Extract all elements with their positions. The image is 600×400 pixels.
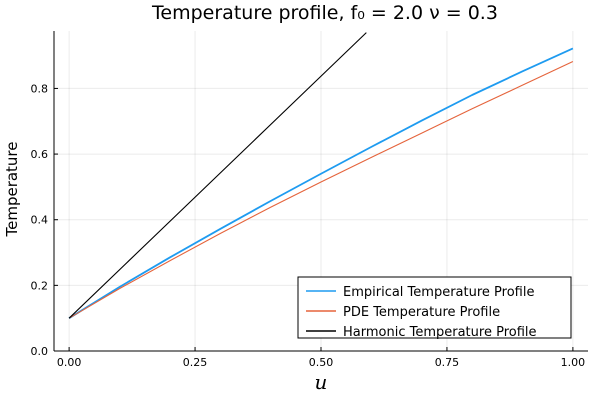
ticks-layer: 0.00 0.25 0.50 0.75 1.00 0.0 0.2 0.4 0.6 0.8 xyxy=(31,82,586,369)
y-tick-label: 0.6 xyxy=(31,148,49,161)
y-tick-label: 0.0 xyxy=(31,345,49,358)
series-layer xyxy=(68,32,574,319)
y-tick-label: 0.2 xyxy=(31,279,49,292)
legend-label-pde-temperature-profile: PDE Temperature Profile xyxy=(343,305,500,320)
y-tick-label: 0.4 xyxy=(31,214,49,227)
x-tick-label: 0.00 xyxy=(57,356,82,369)
x-axis-label: u xyxy=(315,370,328,394)
legend: Empirical Temperature Profile PDE Tempera… xyxy=(297,276,572,340)
x-tick-label: 0.25 xyxy=(183,356,208,369)
x-tick-label: 1.00 xyxy=(561,356,586,369)
pde-temperature-profile-line xyxy=(68,61,574,319)
x-tick-label: 0.75 xyxy=(435,356,460,369)
x-tick-label: 0.50 xyxy=(309,356,334,369)
y-tick-label: 0.8 xyxy=(31,82,49,95)
empirical-temperature-profile-line xyxy=(68,47,574,319)
harmonic-temperature-profile-line xyxy=(68,32,367,319)
legend-label-harmonic-temperature-profile: Harmonic Temperature Profile xyxy=(343,325,537,340)
legend-label-empirical-temperature-profile: Empirical Temperature Profile xyxy=(343,285,534,300)
legend-box xyxy=(297,276,572,339)
chart-title: Temperature profile, f₀ = 2.0 ν = 0.3 xyxy=(151,2,498,24)
y-axis-label: Temperature xyxy=(3,141,21,237)
